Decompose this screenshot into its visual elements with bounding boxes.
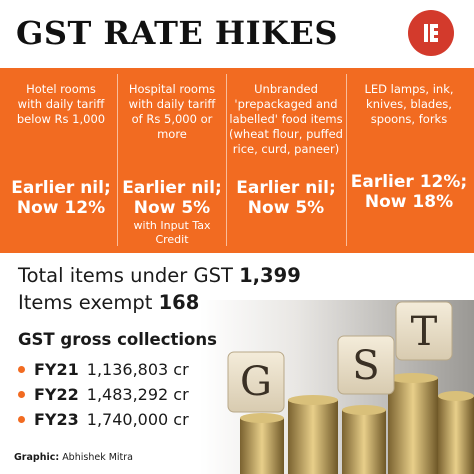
exempt-items-label: Items exempt xyxy=(18,291,153,314)
column-divider xyxy=(117,74,118,246)
dice-g-icon: G xyxy=(227,351,285,413)
fiscal-year-label: FY22 xyxy=(34,384,79,404)
rate-column-led-lamps: LED lamps, ink, knives, blades, spoons, … xyxy=(348,74,470,249)
desc-line: of Rs 5,000 or xyxy=(131,112,213,126)
earlier-rate: Earlier nil; xyxy=(236,178,336,198)
collection-row: FY23 1,740,000 cr xyxy=(18,408,189,430)
rate-change: Earlier nil; Now 12% xyxy=(8,178,114,218)
collection-value: 1,740,000 cr xyxy=(86,409,189,429)
dice-s-icon: S xyxy=(337,335,395,395)
desc-line: with daily tariff xyxy=(17,97,105,111)
desc-line: 'prepackaged and xyxy=(234,97,338,111)
desc-line: Unbranded xyxy=(254,82,318,96)
credit-label: Graphic: xyxy=(14,452,60,463)
rate-change: Earlier nil; Now 5% xyxy=(118,178,226,218)
rate-column-hotel-rooms: Hotel rooms with daily tariff below Rs 1… xyxy=(8,74,114,249)
dice-t-icon: T xyxy=(395,301,453,361)
earlier-rate: Earlier nil; xyxy=(11,178,111,198)
item-description: Unbranded 'prepackaged and labelled' foo… xyxy=(227,82,345,157)
dice-letter: G xyxy=(240,359,272,405)
graphic-credit: Graphic: Abhishek Mitra xyxy=(14,452,133,463)
collections-title: GST gross collections xyxy=(18,330,217,349)
exempt-items-line: Items exempt 168 xyxy=(18,291,199,314)
item-description: Hospital rooms with daily tariff of Rs 5… xyxy=(118,82,226,142)
exempt-items-value: 168 xyxy=(158,291,200,314)
fiscal-year-label: FY21 xyxy=(34,359,79,379)
desc-line: with daily tariff xyxy=(128,97,216,111)
rate-hikes-panel: Hotel rooms with daily tariff below Rs 1… xyxy=(0,68,474,253)
bullet-icon xyxy=(18,365,25,373)
collection-row: FY21 1,136,803 cr xyxy=(18,358,189,380)
item-description: LED lamps, ink, knives, blades, spoons, … xyxy=(348,82,470,127)
total-items-value: 1,399 xyxy=(239,264,301,287)
logo-mark-icon xyxy=(424,24,438,42)
rate-change: Earlier nil; Now 5% xyxy=(227,178,345,218)
desc-line: rice, curd, paneer) xyxy=(232,142,340,156)
desc-line: LED lamps, ink, xyxy=(364,82,454,96)
collection-value: 1,136,803 cr xyxy=(86,359,189,379)
item-description: Hotel rooms with daily tariff below Rs 1… xyxy=(8,82,114,127)
new-rate: Now 5% xyxy=(133,198,211,218)
desc-line: below Rs 1,000 xyxy=(16,112,106,126)
dice-letter: S xyxy=(352,343,379,389)
new-rate: Now 18% xyxy=(364,192,454,212)
collection-row: FY22 1,483,292 cr xyxy=(18,383,189,405)
desc-line: Hospital rooms xyxy=(128,82,216,96)
header: GST RATE HIKES xyxy=(0,0,474,68)
earlier-rate: Earlier nil; xyxy=(122,178,222,198)
total-items-label: Total items under GST xyxy=(18,264,233,287)
earlier-rate: Earlier 12%; xyxy=(350,172,468,192)
new-rate: Now 12% xyxy=(16,198,106,218)
rate-note: with Input Tax Credit xyxy=(118,219,226,247)
rate-column-food-items: Unbranded 'prepackaged and labelled' foo… xyxy=(227,74,345,249)
desc-line: knives, blades, xyxy=(366,97,452,111)
coin-stacks-with-gst-dice-image: G S T xyxy=(200,300,474,474)
desc-line: labelled' food items xyxy=(229,112,343,126)
column-divider xyxy=(226,74,227,246)
desc-line: more xyxy=(157,127,187,141)
credit-name: Abhishek Mitra xyxy=(62,452,134,463)
collection-value: 1,483,292 cr xyxy=(86,384,189,404)
rate-column-hospital-rooms: Hospital rooms with daily tariff of Rs 5… xyxy=(118,74,226,249)
total-items-line: Total items under GST 1,399 xyxy=(18,264,301,287)
note-line: with Input Tax xyxy=(133,219,211,232)
note-line: Credit xyxy=(155,233,189,246)
bullet-icon xyxy=(18,415,25,423)
column-divider xyxy=(346,74,347,246)
indian-express-logo-icon xyxy=(408,10,454,56)
fiscal-year-label: FY23 xyxy=(34,409,79,429)
desc-line: Hotel rooms xyxy=(26,82,96,96)
rate-change: Earlier 12%; Now 18% xyxy=(348,172,470,212)
page-title: GST RATE HIKES xyxy=(16,14,338,52)
bullet-icon xyxy=(18,390,25,398)
dice-letter: T xyxy=(411,309,438,355)
desc-line: (wheat flour, puffed xyxy=(229,127,343,141)
new-rate: Now 5% xyxy=(247,198,325,218)
desc-line: spoons, forks xyxy=(370,112,448,126)
